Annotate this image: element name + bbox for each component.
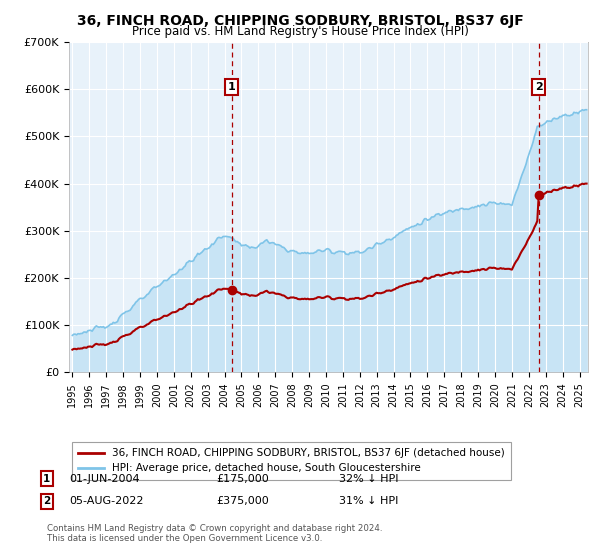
Text: £375,000: £375,000 bbox=[216, 496, 269, 506]
Text: 01-JUN-2004: 01-JUN-2004 bbox=[69, 474, 140, 484]
Text: 05-AUG-2022: 05-AUG-2022 bbox=[69, 496, 143, 506]
Legend: 36, FINCH ROAD, CHIPPING SODBURY, BRISTOL, BS37 6JF (detached house), HPI: Avera: 36, FINCH ROAD, CHIPPING SODBURY, BRISTO… bbox=[71, 442, 511, 480]
Text: 2: 2 bbox=[535, 82, 542, 92]
Text: 31% ↓ HPI: 31% ↓ HPI bbox=[339, 496, 398, 506]
Text: £175,000: £175,000 bbox=[216, 474, 269, 484]
Text: Price paid vs. HM Land Registry's House Price Index (HPI): Price paid vs. HM Land Registry's House … bbox=[131, 25, 469, 38]
Text: Contains HM Land Registry data © Crown copyright and database right 2024.
This d: Contains HM Land Registry data © Crown c… bbox=[47, 524, 382, 543]
Text: 2: 2 bbox=[43, 496, 50, 506]
Text: 1: 1 bbox=[43, 474, 50, 484]
Text: 32% ↓ HPI: 32% ↓ HPI bbox=[339, 474, 398, 484]
Text: 36, FINCH ROAD, CHIPPING SODBURY, BRISTOL, BS37 6JF: 36, FINCH ROAD, CHIPPING SODBURY, BRISTO… bbox=[77, 14, 523, 28]
Text: 1: 1 bbox=[228, 82, 236, 92]
